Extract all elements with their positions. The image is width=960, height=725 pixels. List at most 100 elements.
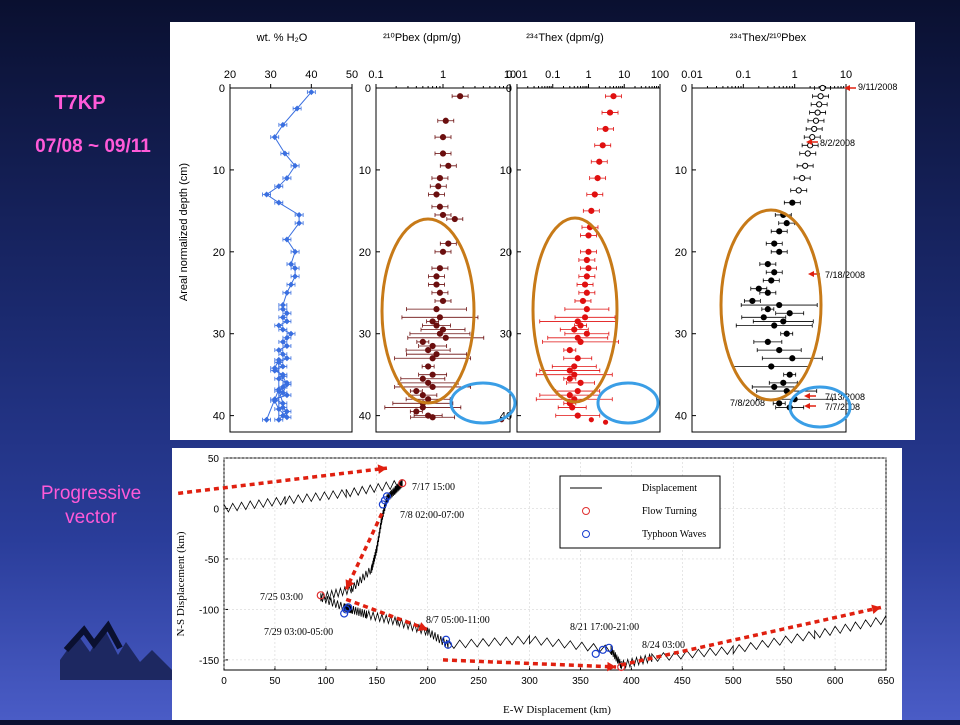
data-point [591, 191, 598, 198]
pv-y-tick-label: -100 [199, 605, 219, 616]
data-point [811, 125, 818, 133]
pb-highlight-ellipse [380, 217, 476, 405]
turning-marker [398, 479, 407, 488]
y-tick-label: 40 [675, 411, 687, 423]
data-point [433, 273, 440, 280]
ew-axis-label: E-W Displacement (km) [503, 704, 611, 716]
data-point [814, 109, 821, 116]
y-tick-label: 40 [213, 411, 225, 423]
progressive-label-line1: Progressive [40, 483, 142, 504]
data-point [294, 105, 301, 112]
typhoon-marker [380, 496, 390, 505]
pv-note-0821: 8/21 17:00-21:00 [570, 622, 639, 633]
data-point [602, 125, 609, 133]
pv-x-tick-label: 0 [221, 676, 227, 687]
legend-typhoon-waves: Typhoon Waves [642, 529, 706, 540]
legend-typhoon-swatch [582, 530, 590, 538]
data-point [760, 314, 767, 321]
data-point [279, 338, 286, 345]
data-point [764, 306, 771, 313]
data-point [288, 281, 294, 288]
data-point [275, 375, 282, 382]
data-point [279, 302, 286, 309]
pv-x-tick-label: 600 [827, 676, 844, 687]
y-tick-label: 20 [359, 247, 371, 259]
y-tick-label: 40 [359, 411, 371, 423]
x-tick-label: 0.1 [736, 69, 751, 81]
data-point [571, 363, 578, 370]
x-tick-label: 10 [840, 69, 852, 81]
data-point [585, 265, 592, 272]
progressive-arrow [442, 658, 617, 669]
plot-frame [691, 87, 847, 433]
pv-x-tick-label: 300 [521, 676, 538, 687]
data-point [439, 297, 447, 305]
data-point [764, 260, 771, 268]
ns-axis-label: N-S Displacement (km) [175, 531, 187, 636]
data-point [599, 142, 606, 149]
data-point [776, 346, 783, 354]
data-point [283, 343, 290, 349]
data-point [429, 342, 436, 350]
data-point [433, 322, 440, 329]
y-tick-label: 0 [219, 83, 225, 95]
data-point [283, 355, 290, 362]
progressive-vector-label: Progressive vector [16, 482, 166, 530]
pv-x-tick-label: 550 [776, 676, 793, 687]
data-point [275, 347, 282, 354]
data-point [279, 400, 286, 407]
date-arrowhead [844, 85, 850, 91]
x-tick-label: 0.1 [545, 69, 560, 81]
data-point [566, 346, 573, 354]
data-point [795, 187, 802, 194]
data-point [577, 338, 584, 346]
data-point [433, 281, 440, 288]
data-point [439, 134, 447, 141]
data-point [436, 314, 444, 321]
date-arrowhead [808, 271, 814, 277]
pv-y-tick-label: 0 [213, 504, 219, 515]
progressive-arrow [177, 466, 388, 496]
x-tick-label: 10 [504, 69, 516, 81]
data-point [292, 162, 299, 169]
y-tick-label: 20 [500, 247, 512, 259]
th-title: ²³⁴Thex (dpm/g) [526, 32, 603, 44]
pv-note-0725: 7/25 03:00 [260, 592, 303, 603]
x-tick-label: 0.01 [506, 69, 527, 81]
y-tick-label: 10 [500, 165, 512, 177]
depth-profiles-svg: Areal normalized depth (cm) wt. % H₂O ²¹… [178, 32, 897, 433]
data-point [429, 371, 436, 378]
data-point [594, 174, 601, 182]
y-tick-label: 0 [365, 83, 371, 95]
x-tick-label: 30 [265, 69, 277, 81]
progressive-plot: 0 50 100 150 200 250 300 350 400 450 500 550 600 6505… [177, 454, 895, 687]
data-point [275, 322, 282, 329]
data-point [413, 408, 420, 415]
date-arrowhead [804, 403, 810, 409]
data-point [817, 93, 824, 100]
pv-y-tick-label: -50 [205, 555, 220, 566]
data-point [439, 150, 447, 157]
pv-x-tick-label: 400 [623, 676, 640, 687]
data-point [789, 199, 796, 206]
x-tick-label: 40 [305, 69, 317, 81]
data-point [275, 356, 282, 363]
data-point [283, 414, 290, 421]
data-point [442, 334, 449, 341]
data-point [419, 404, 426, 411]
pv-x-tick-label: 350 [572, 676, 589, 687]
pv-note-0824: 8/24 03:00 [642, 640, 685, 651]
data-point [296, 211, 303, 218]
data-point [780, 318, 787, 325]
data-point [425, 379, 432, 386]
pv-note-0729: 7/29 03:00-05:00 [264, 627, 333, 638]
pv-x-tick-label: 250 [470, 676, 487, 687]
pv-x-tick-label: 50 [269, 676, 281, 687]
data-point [583, 306, 590, 313]
data-point [816, 101, 823, 108]
progressive-arrowhead [345, 579, 355, 590]
data-point [802, 162, 809, 169]
typhoon-marker [604, 643, 614, 652]
data-point [606, 109, 614, 116]
data-point [786, 310, 793, 317]
